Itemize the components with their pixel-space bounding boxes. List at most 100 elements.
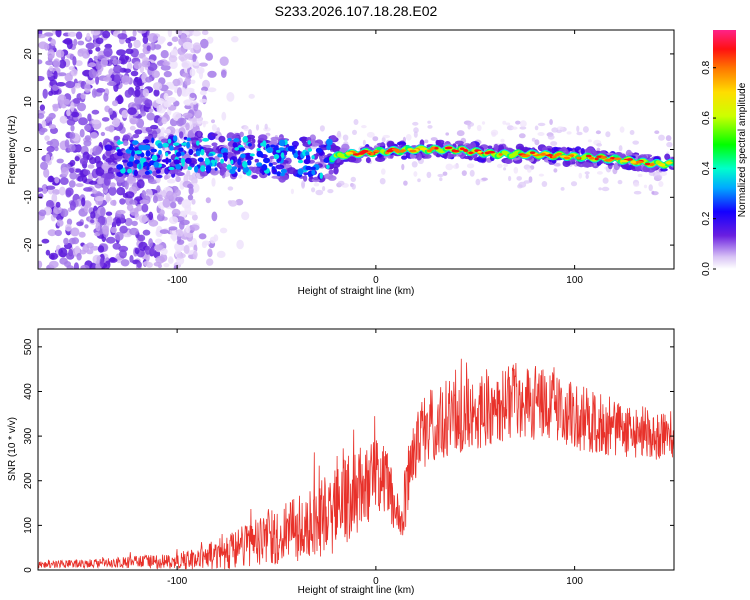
spectrogram-blob — [566, 131, 572, 135]
spectrogram-blob — [629, 130, 635, 135]
spectrogram-blob — [303, 172, 309, 176]
spectrogram-blob — [87, 113, 92, 122]
spectrogram-blob — [119, 249, 127, 259]
spectrogram-blob — [301, 182, 305, 189]
spectrogram-blob — [129, 255, 134, 263]
spectrogram-blob — [534, 125, 539, 131]
spectrogram-blob — [584, 162, 595, 168]
spectrogram-blob — [151, 130, 158, 139]
spectrogram-blob — [578, 172, 583, 179]
spectrogram-blob — [124, 217, 133, 227]
spectrogram-blob — [175, 151, 182, 157]
spectrogram-blob — [537, 122, 546, 127]
spectrogram-blob — [136, 170, 147, 175]
spectrogram-y-axis-title: Frequency (Hz) — [7, 116, 18, 185]
spectrogram-blob — [271, 175, 281, 179]
spectrogram-blob — [333, 166, 339, 175]
spectrogram-blob — [136, 179, 145, 189]
spectrogram-blob — [163, 70, 172, 78]
spectrogram-blob — [114, 231, 124, 241]
spectrogram-blob — [166, 190, 174, 200]
spectrogram-blob — [194, 109, 202, 119]
spectrogram-blob — [102, 30, 111, 39]
spectrogram-blob — [100, 57, 108, 68]
spectrogram-blob — [53, 205, 62, 215]
spectrogram-blob — [311, 187, 316, 193]
spectrogram-blob — [71, 111, 80, 118]
spectrogram-blob — [124, 180, 129, 190]
spectrogram-blob — [159, 229, 169, 235]
spectrogram-blob — [117, 33, 128, 40]
spectrogram-blob — [260, 142, 264, 147]
spectrogram-blob — [139, 152, 145, 158]
spectrogram-blob — [219, 227, 228, 234]
spectrogram-blob — [124, 89, 132, 98]
spectrogram-blob — [617, 179, 623, 185]
spectrogram-blob — [256, 148, 261, 151]
spectrogram-blob — [562, 159, 571, 167]
colorbar-title: Normalized spectral amplitude — [737, 82, 748, 217]
spectrogram-blob — [42, 88, 48, 99]
spectrogram-blob — [249, 153, 255, 157]
spectrogram-blob — [206, 258, 214, 266]
spectrogram-blob — [127, 42, 133, 49]
spectrogram-blob — [476, 124, 482, 132]
spectrogram-blob — [665, 135, 672, 142]
spectrogram-blob — [269, 139, 278, 146]
spectrogram-blob — [200, 148, 205, 156]
spectrogram-blob — [187, 130, 194, 140]
spectrogram-blob — [133, 77, 143, 87]
spectrogram-blob — [178, 147, 184, 152]
spectrogram-blob — [386, 149, 394, 153]
spectrogram-blob — [138, 214, 148, 224]
spectrogram-blob — [551, 159, 557, 164]
spectrogram-blob — [126, 161, 134, 168]
snr-frame — [37, 328, 675, 571]
spectrogram-blob — [70, 124, 75, 132]
spectrogram-blob — [121, 75, 131, 85]
spectrogram-blob — [41, 238, 50, 244]
spectrogram-blob — [182, 41, 193, 50]
spectrogram-blob — [307, 148, 312, 152]
snr-x-tick-label: 0 — [373, 576, 379, 587]
spectrogram-blob — [69, 159, 76, 167]
spectrogram-blob — [605, 131, 611, 138]
spectrogram-y-tick-label: -20 — [23, 237, 34, 252]
spectrogram-blob — [76, 252, 82, 261]
spectrogram-blob — [255, 167, 261, 175]
spectrogram-blob — [153, 44, 162, 50]
spectrogram-blob — [399, 150, 405, 153]
spectrogram-blob — [319, 125, 325, 132]
spectrogram-blob — [145, 150, 151, 157]
spectrogram-blob — [207, 87, 217, 93]
spectrogram-blob — [657, 163, 666, 166]
spectrogram-blob — [311, 155, 315, 160]
spectrogram-blob — [38, 59, 43, 65]
spectrogram-blob — [125, 37, 131, 44]
spectrogram-blob — [116, 151, 123, 157]
spectrogram-blob — [515, 120, 521, 125]
spectrogram-blob — [237, 167, 241, 172]
spectrogram-blob — [261, 164, 268, 171]
spectrogram-blob — [73, 38, 78, 47]
spectrogram-blob — [133, 61, 142, 70]
spectrogram-blob — [164, 128, 171, 134]
spectrogram-blob — [439, 177, 443, 182]
spectrogram-blob — [148, 238, 154, 248]
spectrogram-blob — [644, 162, 651, 166]
spectrogram-blob — [169, 60, 178, 69]
spectrogram-blob — [176, 172, 185, 176]
spectrogram-blob — [444, 146, 451, 150]
spectrogram-blob — [287, 145, 295, 152]
spectrogram-blob — [517, 184, 523, 189]
spectrogram-blob — [158, 149, 162, 155]
spectrogram-blob — [163, 263, 170, 268]
spectrogram-blob — [148, 108, 154, 113]
spectrogram-blob — [337, 180, 345, 186]
spectrogram-blob — [46, 140, 53, 146]
spectrogram-blob — [437, 173, 444, 178]
spectrogram-blob — [59, 257, 68, 265]
spectrogram-blob — [459, 147, 465, 150]
spectrogram-blob — [67, 31, 77, 37]
spectrogram-blob — [77, 40, 85, 46]
